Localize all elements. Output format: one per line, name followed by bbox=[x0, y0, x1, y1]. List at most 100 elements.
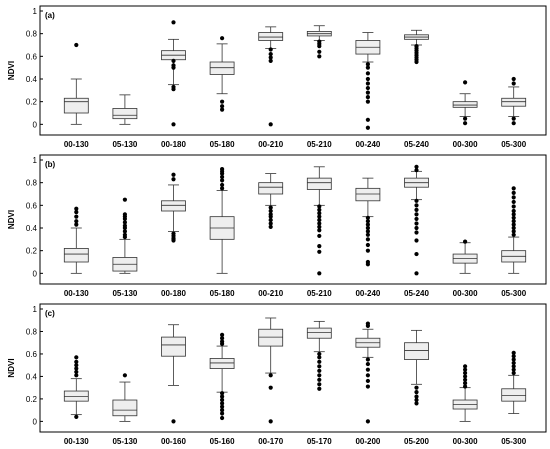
outlier-point bbox=[171, 419, 176, 424]
outlier-point bbox=[414, 225, 419, 231]
outlier-point bbox=[463, 121, 468, 126]
outlier-point bbox=[463, 364, 468, 369]
outlier-point bbox=[414, 207, 419, 212]
outlier-point bbox=[414, 203, 419, 208]
outlier-point bbox=[317, 233, 322, 239]
outlier-point bbox=[365, 361, 370, 367]
panel-label: (c) bbox=[45, 309, 55, 318]
outlier-point bbox=[414, 394, 419, 399]
box-00-130 bbox=[63, 42, 89, 125]
outlier-point bbox=[220, 394, 225, 399]
outlier-point bbox=[511, 195, 516, 200]
box-iqr bbox=[501, 97, 527, 107]
box-05-210 bbox=[306, 166, 332, 276]
outlier-point bbox=[511, 186, 516, 191]
outlier-point bbox=[511, 232, 516, 237]
x-category-label: 00-300 bbox=[453, 437, 478, 446]
outlier-point bbox=[220, 171, 225, 176]
box-00-160 bbox=[161, 324, 186, 424]
outlier-point bbox=[220, 404, 225, 409]
box-05-180 bbox=[209, 36, 235, 112]
outlier-point bbox=[365, 215, 370, 220]
x-category-label: 00-170 bbox=[258, 437, 283, 446]
outlier-point bbox=[171, 122, 176, 127]
box-iqr bbox=[258, 32, 284, 41]
outlier-point bbox=[365, 323, 370, 328]
outlier-point bbox=[220, 397, 225, 403]
outlier-point bbox=[365, 367, 370, 372]
box-00-200 bbox=[355, 321, 381, 424]
x-category-label: 05-240 bbox=[404, 140, 429, 149]
box-iqr bbox=[501, 388, 527, 402]
box-05-130 bbox=[112, 94, 138, 125]
x-category-label: 00-300 bbox=[453, 289, 478, 298]
outlier-point bbox=[511, 219, 516, 224]
box-iqr bbox=[404, 342, 429, 360]
outlier-point bbox=[317, 204, 322, 209]
outlier-point bbox=[171, 177, 176, 182]
box-iqr bbox=[112, 108, 138, 120]
outlier-point bbox=[365, 81, 370, 86]
outlier-point bbox=[220, 332, 225, 337]
plot-frame bbox=[39, 154, 547, 285]
plot-frame bbox=[39, 5, 547, 136]
outlier-point bbox=[317, 386, 322, 391]
panel-label: (b) bbox=[45, 160, 56, 169]
outlier-point bbox=[365, 76, 370, 82]
x-category-label: 05-210 bbox=[307, 140, 332, 149]
panel-3: (c) NDVI 0 0.2 0.4 0.6 0.8 1 00-130 05-130 00-160 0… bbox=[7, 303, 547, 446]
outlier-point bbox=[74, 355, 79, 360]
outlier-point bbox=[317, 244, 322, 249]
x-category-label: 05-300 bbox=[501, 140, 526, 149]
x-category-label: 00-160 bbox=[161, 437, 186, 446]
outlier-point bbox=[463, 384, 468, 389]
box-05-210 bbox=[306, 25, 332, 59]
outlier-point bbox=[171, 58, 176, 63]
x-category-label: 05-210 bbox=[307, 289, 332, 298]
outlier-point bbox=[122, 234, 127, 240]
box-05-200 bbox=[404, 329, 429, 406]
outlier-point bbox=[511, 212, 516, 217]
box-00-170 bbox=[258, 317, 284, 424]
outlier-point bbox=[317, 49, 322, 54]
outlier-point bbox=[414, 238, 419, 243]
outlier-point bbox=[317, 224, 322, 229]
outlier-point bbox=[365, 419, 370, 424]
outlier-point bbox=[365, 373, 370, 378]
outlier-point bbox=[220, 36, 225, 41]
y-tick-label: 0.8 bbox=[26, 327, 38, 336]
x-category-label: 05-130 bbox=[112, 140, 137, 149]
outlier-point bbox=[414, 271, 419, 276]
x-category-label: 00-210 bbox=[258, 289, 283, 298]
outlier-point bbox=[122, 197, 127, 202]
outlier-point bbox=[414, 164, 419, 169]
outlier-point bbox=[268, 58, 273, 63]
outlier-point bbox=[220, 415, 225, 421]
outlier-point bbox=[268, 373, 273, 378]
outlier-point bbox=[171, 87, 176, 92]
outlier-point bbox=[365, 262, 370, 267]
outlier-point bbox=[414, 397, 419, 403]
outlier-point bbox=[414, 59, 419, 65]
x-category-label: 05-300 bbox=[501, 289, 526, 298]
outlier-point bbox=[365, 357, 370, 362]
outlier-point bbox=[74, 210, 79, 215]
x-category-label: 05-300 bbox=[501, 437, 526, 446]
outlier-point bbox=[220, 341, 225, 346]
outlier-point bbox=[171, 238, 176, 243]
outlier-point bbox=[463, 381, 468, 386]
outlier-point bbox=[317, 207, 322, 212]
outlier-point bbox=[317, 377, 322, 382]
outlier-point bbox=[220, 336, 225, 341]
outlier-point bbox=[74, 369, 79, 375]
outlier-point bbox=[365, 222, 370, 227]
x-category-label: 00-180 bbox=[161, 289, 186, 298]
outlier-point bbox=[511, 360, 516, 366]
x-category-label: 05-180 bbox=[210, 140, 235, 149]
outlier-point bbox=[511, 81, 516, 86]
x-category-label: 05-200 bbox=[404, 437, 429, 446]
outlier-point bbox=[268, 55, 273, 60]
panel-2: (b) NDVI 0 0.2 0.4 0.6 0.8 1 00-130 05-130 00-180 0… bbox=[7, 154, 547, 298]
outlier-point bbox=[171, 65, 176, 70]
